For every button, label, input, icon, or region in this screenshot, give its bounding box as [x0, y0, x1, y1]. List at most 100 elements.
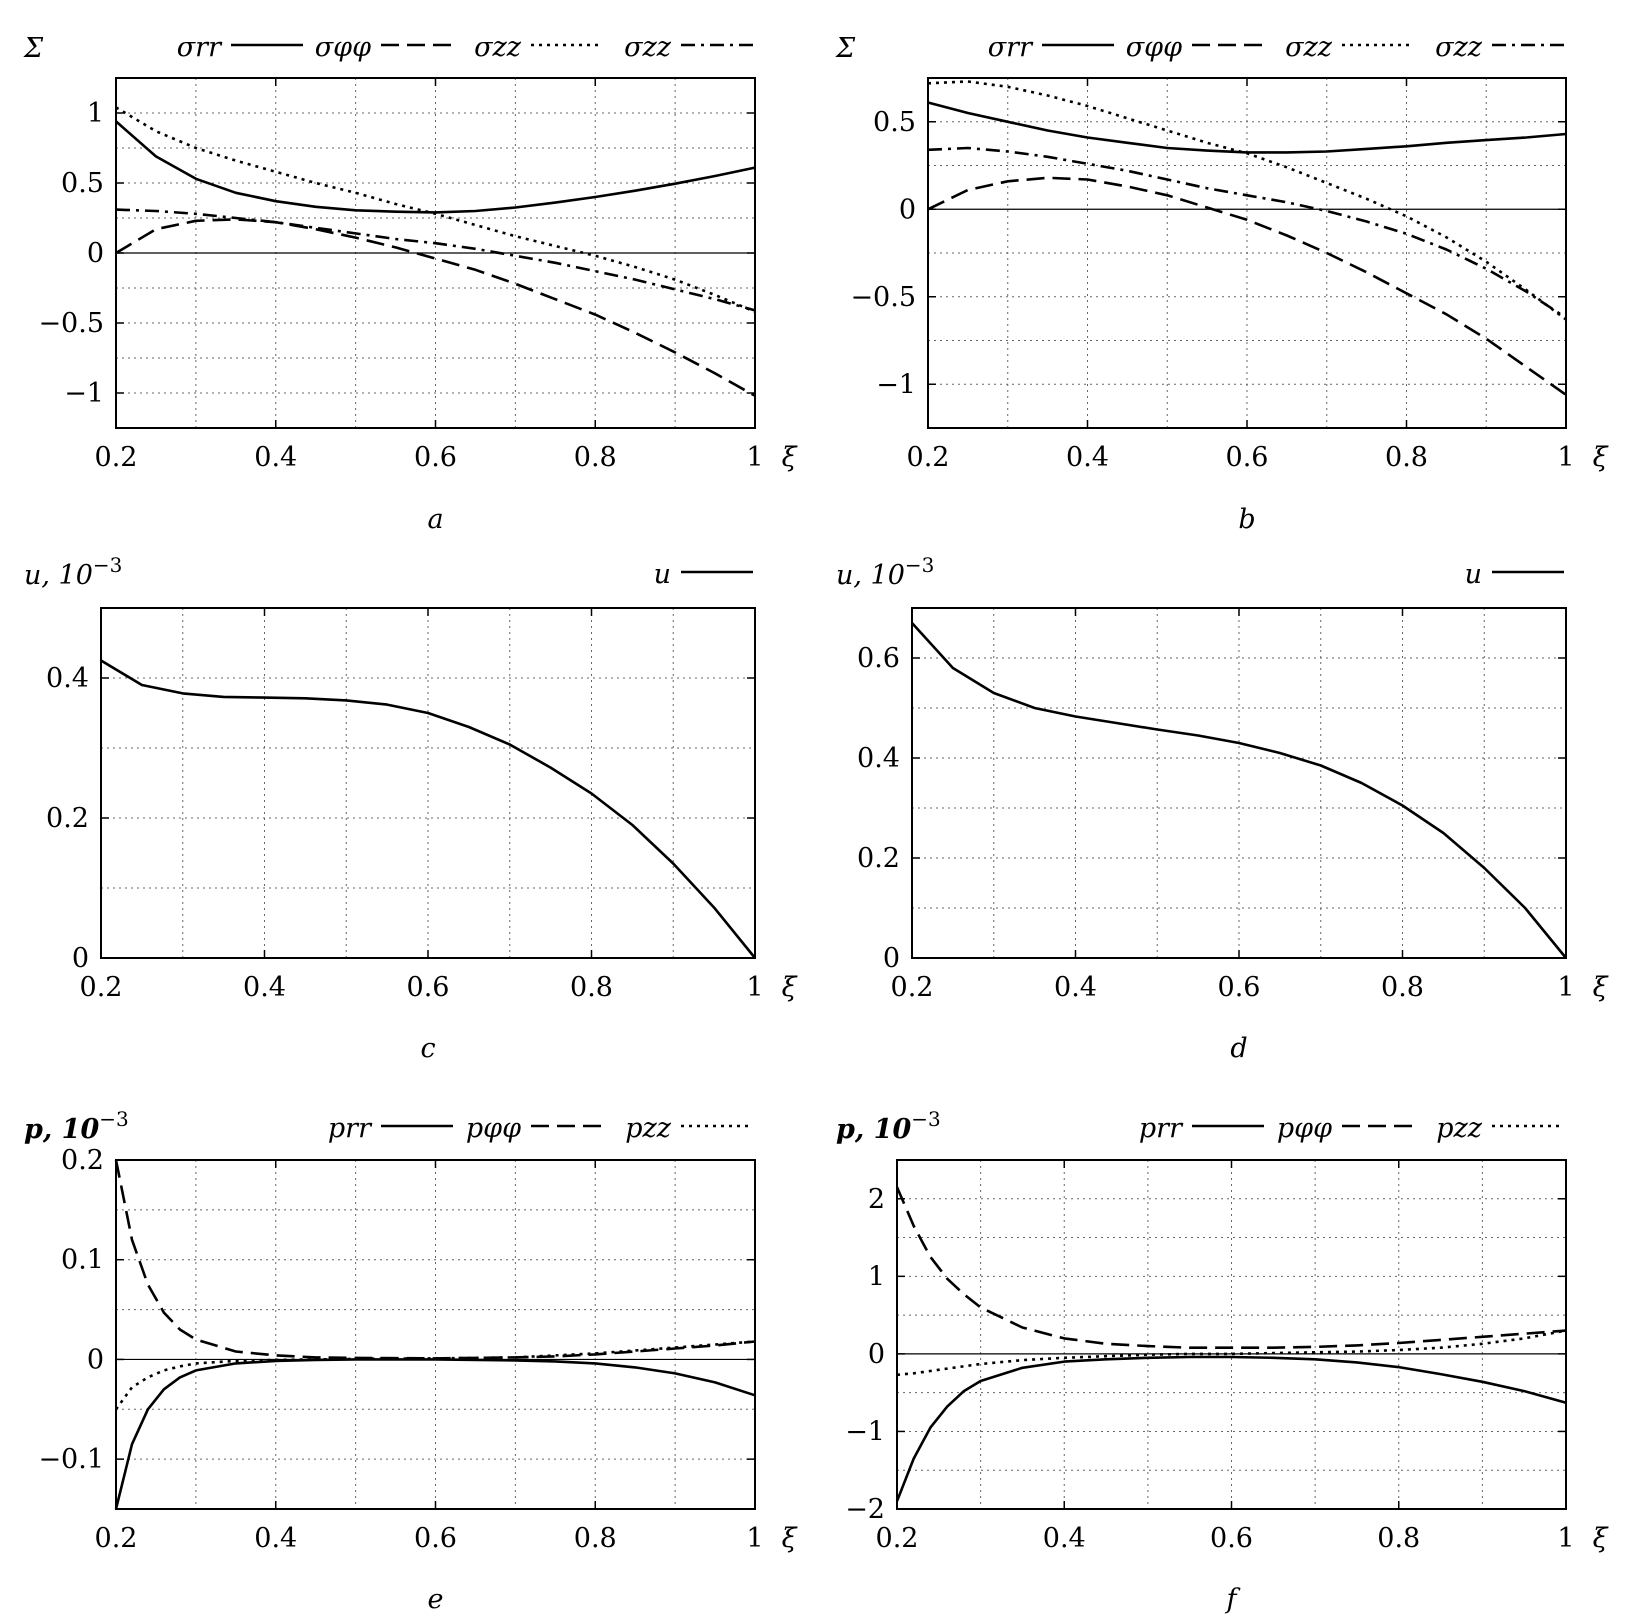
y-axis-label: p, 10−3 — [24, 1107, 129, 1145]
legend-label: u — [1465, 559, 1482, 590]
series-line-3 — [115, 208, 756, 312]
series-line-1 — [114, 1159, 756, 1360]
legend-label: σrr — [988, 32, 1034, 63]
x-axis-label: ξ — [1593, 972, 1609, 1003]
x-tick-label: 0.6 — [1226, 442, 1269, 473]
series-line-2 — [115, 106, 756, 313]
series-line-0 — [114, 1358, 756, 1510]
legend-label: pzz — [625, 1113, 672, 1144]
series-line-0 — [895, 1355, 1567, 1502]
x-tick-label: 0.4 — [254, 1523, 297, 1554]
y-tick-label: −1 — [64, 378, 104, 409]
panel-label: b — [1238, 504, 1255, 535]
series-line-0 — [911, 622, 1568, 959]
x-tick-label: 1 — [1557, 972, 1574, 1003]
panel-c: 0.2 0.4 0.6 0.8 100.20.4ξu, 10−3 uc — [24, 553, 798, 1064]
x-tick-label: 0.8 — [1385, 442, 1428, 473]
series-line-0 — [115, 120, 756, 214]
legend-label: prr — [328, 1113, 373, 1144]
y-tick-label: 0 — [72, 943, 89, 974]
x-tick-label: 0.4 — [243, 972, 286, 1003]
legend: prr pφφ pzz — [1139, 1113, 1564, 1144]
series-line-0 — [100, 659, 757, 959]
x-tick-label: 0.2 — [876, 1523, 919, 1554]
x-axis-label: ξ — [782, 972, 798, 1003]
series-line-2 — [114, 1340, 756, 1411]
y-axis-label: Σ — [835, 33, 856, 64]
x-tick-label: 0.8 — [574, 442, 617, 473]
y-axis-label: u, 10−3 — [836, 553, 934, 591]
legend: u — [654, 559, 753, 590]
series-line-1 — [895, 1186, 1567, 1349]
y-axis-label: p, 10−3 — [836, 1107, 941, 1145]
panel-f: 0.2 0.4 0.6 0.8 1 −2 −1 0 1 2 ξ p, 10−3 prr pφφ pzz f — [836, 1107, 1609, 1615]
panel-label: a — [427, 504, 443, 535]
y-tick-label: 0.4 — [46, 663, 89, 694]
legend-label: σφφ — [315, 32, 371, 63]
panel-b: 0.2 0.4 0.6 0.8 1 −1 −0.5 0 0.5 ξ Σ σrr σφφ σzz σzz b — [835, 32, 1609, 535]
x-tick-label: 0.4 — [1066, 442, 1109, 473]
legend-label: σφφ — [1126, 32, 1182, 63]
y-tick-label: 2 — [868, 1184, 885, 1215]
legend: σrr σφφ σzz σzz — [988, 32, 1564, 63]
x-tick-label: 0.8 — [570, 972, 613, 1003]
x-tick-label: 0.2 — [95, 1523, 138, 1554]
x-axis-label: ξ — [782, 1523, 798, 1554]
series-line-3 — [927, 146, 1567, 319]
x-tick-label: 0.4 — [1054, 972, 1097, 1003]
x-tick-label: 0.6 — [1210, 1523, 1253, 1554]
x-axis-label: ξ — [782, 442, 798, 473]
legend-label: u — [654, 559, 671, 590]
x-tick-label: 0.4 — [1043, 1523, 1086, 1554]
series-line-2 — [896, 1329, 1567, 1377]
y-tick-label: 0 — [899, 194, 916, 225]
panel-label: e — [428, 1584, 444, 1615]
x-tick-label: 1 — [746, 442, 763, 473]
x-tick-label: 1 — [746, 1523, 763, 1554]
panel-d: 0.2 0.4 0.6 0.8 100.20.40.6ξu, 10−3 ud — [836, 553, 1609, 1064]
legend-label: σzz — [474, 32, 522, 63]
y-tick-label: −1 — [876, 369, 916, 400]
x-tick-label: 0.2 — [80, 972, 123, 1003]
x-axis-label: ξ — [1593, 442, 1609, 473]
x-tick-label: 0.2 — [907, 442, 950, 473]
series-line-1 — [927, 176, 1567, 396]
y-tick-label: 0 — [883, 943, 900, 974]
x-tick-label: 0.6 — [1218, 972, 1261, 1003]
y-tick-label: 0 — [87, 238, 104, 269]
y-tick-label: −0.5 — [38, 308, 104, 339]
y-tick-label: −0.5 — [850, 282, 916, 313]
y-tick-label: 0.2 — [61, 1145, 104, 1176]
x-tick-label: 1 — [746, 972, 763, 1003]
x-tick-label: 0.6 — [414, 442, 457, 473]
y-tick-label: 0.5 — [61, 168, 104, 199]
y-tick-label: 0.1 — [61, 1245, 104, 1276]
panel-label: d — [1230, 1033, 1247, 1064]
legend-label: prr — [1139, 1113, 1184, 1144]
y-tick-label: 0.4 — [857, 743, 900, 774]
series-line-2 — [927, 80, 1567, 321]
y-axis-label: u, 10−3 — [24, 553, 122, 591]
y-tick-label: 0.2 — [857, 843, 900, 874]
legend: prr pφφ pzz — [328, 1113, 753, 1144]
y-tick-label: 0.2 — [46, 803, 89, 834]
y-tick-label: 0.5 — [873, 107, 916, 138]
panel-label: c — [420, 1033, 435, 1064]
x-tick-label: 0.6 — [407, 972, 450, 1003]
x-tick-label: 1 — [1557, 442, 1574, 473]
y-axis-label: Σ — [23, 33, 44, 64]
x-tick-label: 0.4 — [254, 442, 297, 473]
legend-label: pzz — [1436, 1113, 1483, 1144]
y-tick-label: 1 — [868, 1261, 885, 1292]
legend: σrr σφφ σzz σzz — [177, 32, 753, 63]
y-tick-label: −1 — [845, 1416, 885, 1447]
x-tick-label: 0.2 — [95, 442, 138, 473]
legend-label: pφφ — [1277, 1113, 1332, 1144]
x-tick-label: 0.8 — [574, 1523, 617, 1554]
y-tick-label: 0.6 — [857, 643, 900, 674]
legend-label: σzz — [1435, 32, 1483, 63]
x-tick-label: 0.2 — [891, 972, 934, 1003]
legend-label: σzz — [624, 32, 672, 63]
